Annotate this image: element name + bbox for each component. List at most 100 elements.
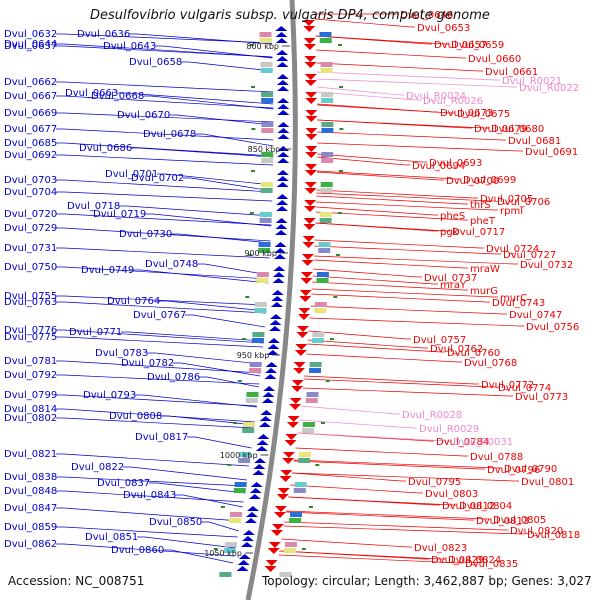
left-gene-label: Dvul_0859 (4, 522, 57, 533)
right-gene-feature (303, 224, 316, 230)
right-gene-label: Dvul_0743 (492, 298, 545, 309)
left-leader-line (135, 394, 257, 408)
left-gene-feature (245, 512, 258, 517)
left-leader-line (147, 352, 262, 365)
function-block (251, 338, 264, 343)
left-gene-feature (275, 224, 288, 229)
track-marker (337, 44, 342, 46)
right-gene-feature (268, 542, 281, 548)
right-gene-feature (305, 110, 318, 116)
right-gene-feature (280, 470, 293, 476)
function-block (246, 392, 259, 397)
function-block (320, 188, 333, 193)
function-block (234, 482, 247, 487)
right-gene-label: Dvul_0805 (493, 515, 546, 526)
left-gene-feature (277, 110, 290, 115)
right-gene-feature (274, 506, 287, 512)
function-block (254, 302, 267, 307)
right-gene-feature (291, 386, 304, 392)
track-marker (325, 380, 330, 382)
function-block (302, 428, 315, 433)
left-gene-label: Dvul_0637 (4, 41, 57, 52)
function-block (219, 572, 232, 577)
left-leader-line (56, 247, 270, 259)
function-block (261, 122, 274, 127)
right-gene-feature (294, 350, 307, 356)
left-gene-feature (246, 506, 259, 511)
right-gene-label: Dvul_0760 (447, 348, 500, 359)
right-gene-feature (305, 164, 318, 170)
left-gene-feature (262, 392, 275, 397)
left-gene-label: Dvul_0781 (4, 356, 57, 367)
function-block (259, 38, 272, 43)
right-gene-feature (305, 146, 318, 152)
right-leader-line (307, 339, 428, 349)
right-gene-label: Dvul_0681 (508, 136, 561, 147)
left-gene-label: Dvul_0658 (129, 57, 182, 68)
left-gene-feature (254, 458, 267, 463)
right-leader-line (311, 288, 498, 298)
function-block (238, 452, 251, 457)
left-leader-line (56, 543, 235, 557)
left-gene-feature (244, 518, 257, 523)
right-gene-feature (277, 488, 290, 494)
track-marker (220, 506, 225, 508)
accession-label: Accession: NC_008751 (8, 574, 145, 588)
left-gene-label: Dvul_0668 (91, 91, 144, 102)
right-leader-line (314, 239, 484, 249)
right-leader-line (303, 378, 496, 388)
function-block (233, 488, 246, 493)
right-gene-label: Dvul_0700 (446, 176, 499, 187)
right-gene-label: Dvul_0757 (413, 335, 466, 346)
left-gene-label: Dvul_0670 (117, 110, 170, 121)
left-gene-label: Dvul_0669 (4, 108, 57, 119)
right-leader-line (309, 317, 524, 327)
left-leader-line (159, 300, 267, 312)
left-gene-feature (276, 200, 289, 205)
right-leader-line (317, 91, 421, 101)
left-gene-feature (277, 158, 290, 163)
function-block (256, 272, 269, 277)
left-gene-feature (264, 374, 277, 379)
right-gene-feature (303, 44, 316, 50)
right-gene-label: Dvul_0823 (414, 543, 467, 554)
right-gene-feature (296, 326, 309, 332)
left-gene-feature (277, 98, 290, 103)
left-gene-label: Dvul_0763 (4, 297, 57, 308)
function-block (319, 38, 332, 43)
right-leader-line (316, 171, 444, 181)
right-leader-line (299, 419, 417, 429)
right-gene-feature (293, 368, 306, 374)
function-block (311, 338, 324, 343)
right-gene-label: Dvul_0812 (442, 501, 495, 512)
left-gene-label: Dvul_0792 (4, 370, 57, 381)
left-gene-feature (263, 386, 276, 391)
left-gene-feature (269, 314, 282, 319)
left-gene-label: Dvul_0862 (4, 539, 57, 550)
left-leader-line (56, 526, 238, 538)
left-leader-line (56, 43, 273, 58)
track-marker (308, 506, 313, 508)
left-gene-feature (237, 560, 250, 565)
left-gene-label: Dvul_0808 (109, 411, 162, 422)
right-gene-feature (305, 128, 318, 134)
function-block (260, 188, 273, 193)
right-gene-feature (302, 236, 315, 242)
right-gene-label: Dvul_0705 (480, 194, 533, 205)
right-gene-feature (303, 218, 316, 224)
left-gene-feature (276, 50, 289, 55)
left-gene-feature (277, 122, 290, 127)
function-block (319, 212, 332, 217)
left-gene-feature (266, 350, 279, 355)
function-block (293, 488, 306, 493)
right-leader-line (315, 222, 438, 232)
right-leader-line (313, 255, 518, 265)
function-block (320, 68, 333, 73)
left-gene-label: Dvul_0678 (143, 129, 196, 140)
right-gene-label: Dvul_0737 (424, 273, 477, 284)
left-leader-line (175, 494, 243, 508)
right-gene-label: Dvul_0788 (470, 452, 523, 463)
left-leader-line (161, 415, 255, 426)
right-gene-label: Dvul_R0022 (519, 83, 579, 94)
right-leader-line (317, 156, 410, 166)
